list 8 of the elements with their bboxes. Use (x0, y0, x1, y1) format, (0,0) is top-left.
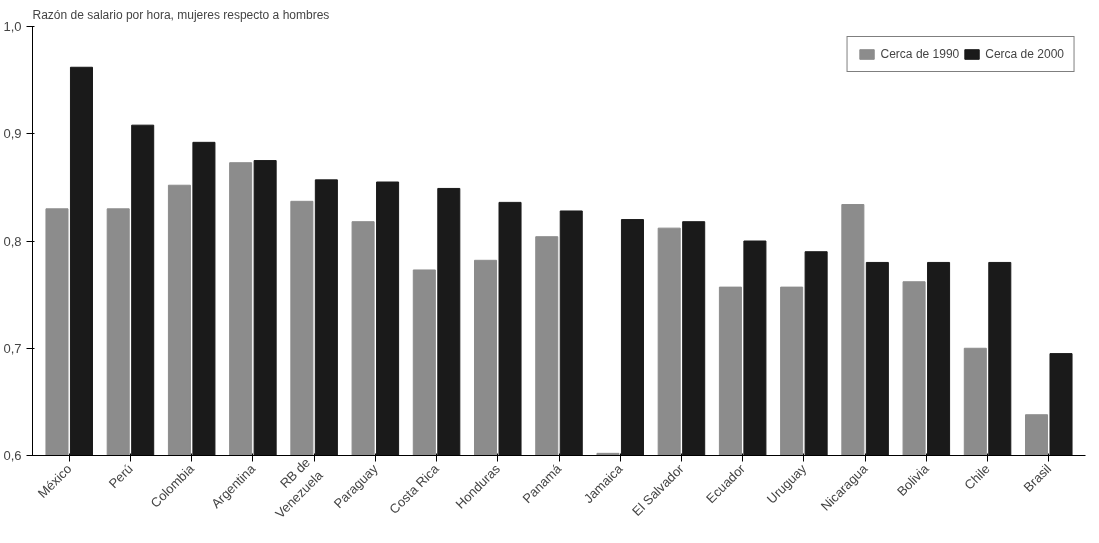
y-tick-label: 0,8 (3, 233, 22, 249)
y-axis-title: Razón de salario por hora, mujeres respecto a hombres (32, 7, 330, 22)
y-tick-label: 0,9 (3, 126, 22, 142)
y-tick-label: 0,7 (3, 340, 22, 356)
y-tick-label: 1,0 (3, 19, 22, 34)
legend-label: Cerca de 2000 (985, 47, 1064, 61)
y-tick-label: 0,6 (3, 448, 22, 463)
legend-label: Cerca de 1990 (880, 47, 960, 61)
